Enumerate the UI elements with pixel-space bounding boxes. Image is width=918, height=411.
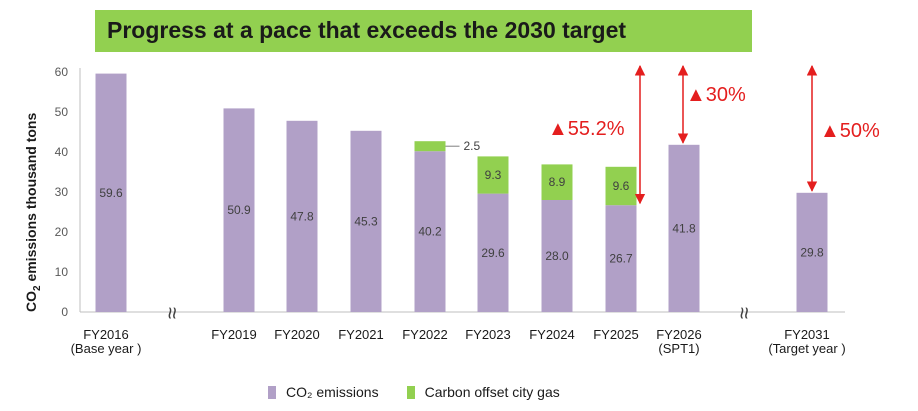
bar-co2-emissions xyxy=(668,144,700,312)
axis-break-icon: ≈ xyxy=(160,307,185,319)
bar-carbon-offset xyxy=(605,166,637,206)
bar-chart: 0 10 20 30 40 50 60 CO2 emissions thousand tons… xyxy=(23,64,880,356)
bar-co2-emissions xyxy=(414,151,446,312)
bar-co2-emissions xyxy=(223,108,255,313)
bar-co2-emissions xyxy=(605,205,637,312)
x-tick-label: FY2023 xyxy=(465,327,511,342)
y-axis-label: CO2 emissions thousand tons xyxy=(23,113,43,312)
reduction-annotation: ▲30% xyxy=(686,84,746,106)
legend: CO₂ emissions Carbon offset city gas xyxy=(268,384,588,400)
legend-label-co2: CO₂ emissions xyxy=(286,384,379,400)
y-tick-label: 50 xyxy=(55,105,69,119)
data-label-co2: 28.0 xyxy=(545,249,569,263)
data-label-co2: 26.7 xyxy=(609,252,633,266)
legend-label-offset: Carbon offset city gas xyxy=(424,384,560,400)
x-tick-label: FY2019 xyxy=(211,327,257,342)
bar-co2-emissions xyxy=(95,73,127,312)
x-tick-label: FY2031 xyxy=(784,327,830,342)
reduction-annotation: ▲50% xyxy=(820,120,880,142)
x-tick-label: FY2026 xyxy=(656,327,702,342)
y-tick-label: 30 xyxy=(55,185,69,199)
data-label-co2: 50.9 xyxy=(227,203,251,217)
data-label-co2: 47.8 xyxy=(290,209,314,223)
legend-swatch-offset xyxy=(406,385,415,399)
x-tick-label: FY2025 xyxy=(593,327,639,342)
data-label-co2: 40.2 xyxy=(418,225,442,239)
bar-carbon-offset xyxy=(477,156,509,194)
y-tick-label: 20 xyxy=(55,225,69,239)
data-label-co2: 41.8 xyxy=(672,221,696,235)
bar-carbon-offset xyxy=(541,164,573,200)
title-banner: Progress at a pace that exceeds the 2030… xyxy=(95,10,752,52)
x-tick-label: FY2022 xyxy=(402,327,448,342)
y-tick-label: 0 xyxy=(61,305,68,319)
legend-swatch-co2 xyxy=(268,385,276,399)
data-label-co2: 45.3 xyxy=(354,214,378,228)
axis-break-icon: ≈ xyxy=(732,307,757,319)
x-tick-label: FY2016 xyxy=(83,327,129,342)
legend-item-co2: CO₂ emissions xyxy=(268,384,379,400)
bar-carbon-offset xyxy=(414,141,446,152)
data-label-offset: 8.9 xyxy=(549,175,566,189)
bar-co2-emissions xyxy=(477,193,509,312)
x-tick-label: FY2020 xyxy=(274,327,320,342)
y-tick-label: 40 xyxy=(55,145,69,159)
x-tick-sublabel: (SPT1) xyxy=(658,341,699,356)
x-tick-label: FY2024 xyxy=(529,327,575,342)
legend-item-offset: Carbon offset city gas xyxy=(406,384,560,400)
data-label-offset: 2.5 xyxy=(464,139,481,153)
data-label-offset: 9.6 xyxy=(613,179,630,193)
x-tick-label: FY2021 xyxy=(338,327,384,342)
data-label-offset: 9.3 xyxy=(485,168,502,182)
x-tick-sublabel: (Base year ) xyxy=(71,341,142,356)
bar-co2-emissions xyxy=(541,200,573,312)
reduction-annotation: ▲55.2% xyxy=(548,118,625,140)
bar-co2-emissions xyxy=(350,130,382,312)
data-label-co2: 29.8 xyxy=(800,245,824,259)
chart-title: Progress at a pace that exceeds the 2030… xyxy=(107,17,627,43)
y-tick-label: 60 xyxy=(55,65,69,79)
data-label-co2: 29.6 xyxy=(481,246,505,260)
bar-co2-emissions xyxy=(286,120,318,312)
y-tick-label: 10 xyxy=(55,265,69,279)
bar-co2-emissions xyxy=(796,192,828,312)
data-label-co2: 59.6 xyxy=(99,186,123,200)
x-tick-sublabel: (Target year ) xyxy=(768,341,845,356)
